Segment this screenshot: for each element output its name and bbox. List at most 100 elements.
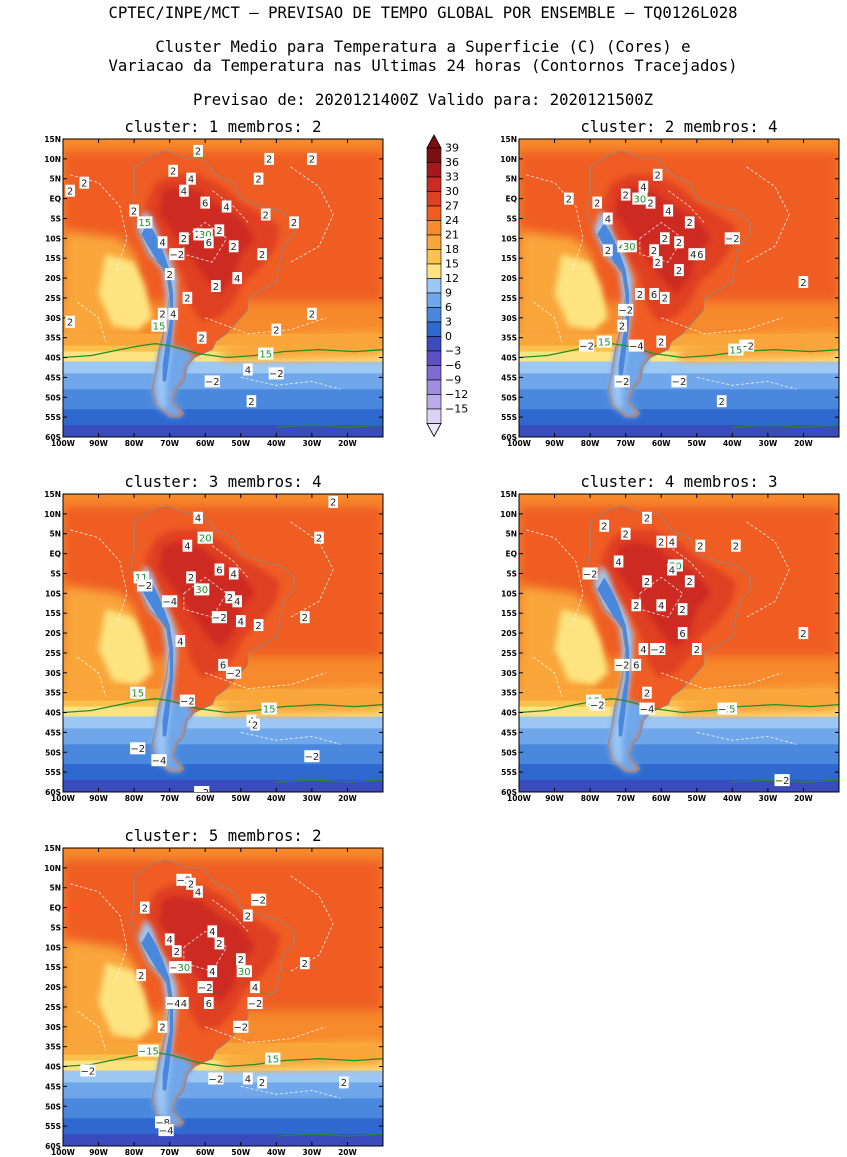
lat-tick-label: 5N xyxy=(50,530,62,539)
lat-tick-label: 15N xyxy=(44,844,61,853)
colorbar-swatch xyxy=(426,379,442,395)
svg-text:4: 4 xyxy=(252,983,258,994)
contour-label: −2 xyxy=(247,997,263,1010)
lat-tick-label: EQ xyxy=(506,550,518,559)
svg-text:−2: −2 xyxy=(233,1023,248,1034)
svg-text:−2: −2 xyxy=(615,377,630,388)
contour-label: 2 xyxy=(300,957,310,970)
lon-tick-label: 40W xyxy=(267,794,286,803)
contour-label: 6 xyxy=(204,236,214,249)
map-frame xyxy=(518,493,840,793)
svg-text:−2: −2 xyxy=(269,369,284,380)
lon-tick-label: 50W xyxy=(687,794,706,803)
svg-text:6: 6 xyxy=(206,238,212,249)
contour-label: 2 xyxy=(271,323,282,337)
lat-tick-label: EQ xyxy=(506,195,518,204)
svg-text:4: 4 xyxy=(181,187,187,198)
lat-tick-label: 50S xyxy=(501,393,517,402)
lat-tick-label: 15S xyxy=(45,963,61,972)
contour-label: −2 xyxy=(204,375,220,388)
contour-label: −4 xyxy=(628,339,644,352)
contour-label: 4 xyxy=(207,965,218,978)
header-line-4: Previsao de: 2020121400Z Valido para: 20… xyxy=(193,91,653,109)
contour-label: −2 xyxy=(251,893,267,907)
svg-text:2: 2 xyxy=(594,198,600,209)
contour-label: −2 xyxy=(179,694,195,707)
lat-tick-label: 35S xyxy=(501,689,517,698)
lon-tick-label: 100W xyxy=(51,794,76,803)
svg-text:−2: −2 xyxy=(618,306,633,317)
svg-text:4: 4 xyxy=(188,175,194,186)
svg-text:2: 2 xyxy=(679,605,685,616)
svg-text:−4: −4 xyxy=(166,999,181,1010)
svg-text:4: 4 xyxy=(238,617,244,628)
svg-text:4: 4 xyxy=(209,967,215,978)
map-panel-2: cluster: 2 membros: 4 15N 10N 5N EQ 5S 10S 15S 2… xyxy=(500,118,840,448)
contour-label: 15 xyxy=(265,1052,281,1065)
svg-text:4: 4 xyxy=(184,542,190,553)
lat-tick-label: 15S xyxy=(45,609,61,618)
colorbar-label: −15 xyxy=(445,403,468,416)
lat-tick-label: 55S xyxy=(45,1122,61,1131)
lat-tick-label: 50S xyxy=(501,748,517,757)
svg-text:−2: −2 xyxy=(130,744,145,755)
colorbar-label: 27 xyxy=(445,200,459,213)
svg-text:2: 2 xyxy=(184,294,190,305)
contour-label: 2 xyxy=(157,307,168,321)
lon-tick-label: 50W xyxy=(231,1148,250,1157)
colorbar-label: 21 xyxy=(445,229,459,242)
svg-text:2: 2 xyxy=(330,498,336,509)
svg-text:2: 2 xyxy=(694,645,700,656)
colorbar-swatch xyxy=(426,263,442,279)
map-panels: cluster: 1 membros: 2 15N 10N 5N EQ 5S 10S 15S 2… xyxy=(44,118,840,1157)
colorbar-swatch xyxy=(426,307,442,323)
svg-text:2: 2 xyxy=(195,147,201,158)
lat-tick-label: 5N xyxy=(50,175,62,184)
svg-text:−2: −2 xyxy=(251,896,266,907)
contour-label: 2 xyxy=(196,331,207,345)
svg-text:20: 20 xyxy=(199,534,212,545)
contour-label: −2 xyxy=(774,774,790,787)
colorbar-swatch xyxy=(426,191,442,207)
svg-text:4: 4 xyxy=(181,999,187,1010)
lat-tick-label: 5N xyxy=(506,530,518,539)
contour-label: 2 xyxy=(250,718,260,731)
svg-text:2: 2 xyxy=(341,1078,347,1089)
contour-label: 4 xyxy=(179,184,189,198)
svg-text:−2: −2 xyxy=(209,1074,224,1085)
colorbar-swatch xyxy=(426,249,442,265)
temperature-field xyxy=(63,139,383,437)
svg-text:−2: −2 xyxy=(205,377,220,388)
temperature-field xyxy=(519,139,839,437)
contour-label: 15 xyxy=(137,216,153,229)
svg-text:−2: −2 xyxy=(590,700,605,711)
svg-text:2: 2 xyxy=(252,720,258,731)
svg-text:4: 4 xyxy=(177,637,183,648)
contour-label: 2 xyxy=(79,176,90,190)
lat-tick-label: 30S xyxy=(45,1023,61,1032)
contour-label: 6 xyxy=(677,627,688,640)
contour-label: −2 xyxy=(211,611,227,624)
colorbar-label: 24 xyxy=(445,214,459,227)
map-frame xyxy=(62,493,384,793)
svg-text:2: 2 xyxy=(67,318,73,329)
contour-label: 4 xyxy=(193,885,203,899)
contour-label: 2 xyxy=(599,519,610,533)
contour-label: 2 xyxy=(257,248,267,261)
map-frame xyxy=(62,138,384,438)
contour-label: 4 xyxy=(207,925,218,938)
colorbar-label: 3 xyxy=(445,316,452,329)
svg-text:2: 2 xyxy=(676,266,682,277)
lon-tick-label: 80W xyxy=(125,439,144,448)
contour-label: 4 xyxy=(236,615,246,628)
contour-label: −2 xyxy=(304,750,320,763)
lat-tick-label: 40S xyxy=(45,354,61,363)
contour-label: 2 xyxy=(228,240,239,253)
contour-label: −2 xyxy=(650,643,666,656)
svg-text:15: 15 xyxy=(131,689,144,700)
svg-text:2: 2 xyxy=(142,903,148,914)
lon-tick-label: 20W xyxy=(794,794,813,803)
svg-text:5: 5 xyxy=(729,704,735,715)
colorbar-swatch xyxy=(426,278,442,294)
